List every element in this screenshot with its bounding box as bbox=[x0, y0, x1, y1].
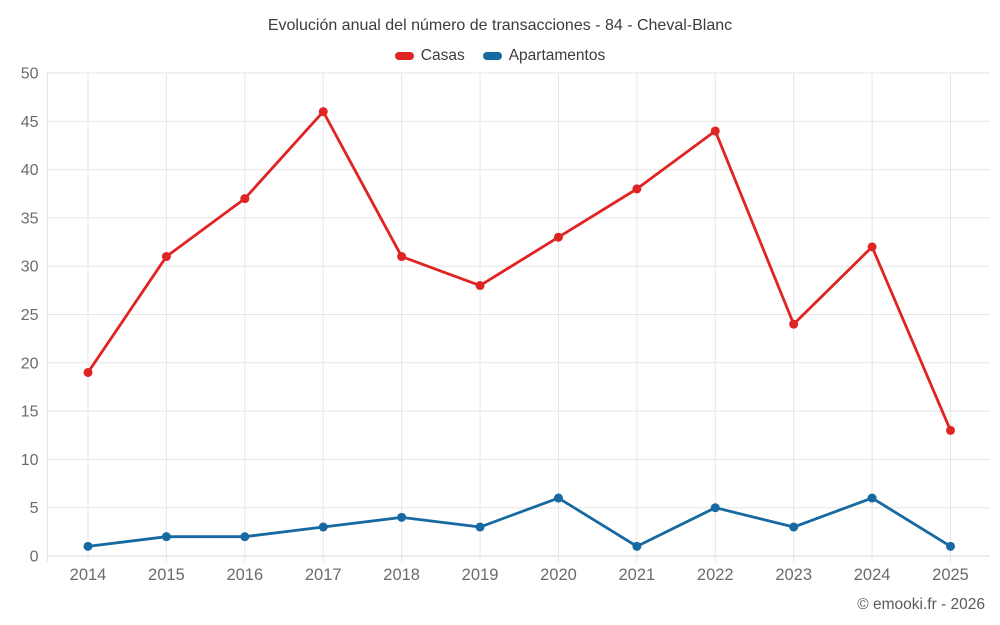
svg-text:50: 50 bbox=[21, 66, 39, 83]
data-point-casas-2022[interactable] bbox=[710, 126, 720, 136]
svg-text:25: 25 bbox=[21, 307, 39, 324]
svg-text:5: 5 bbox=[30, 500, 39, 517]
data-point-casas-2024[interactable] bbox=[867, 242, 877, 252]
chart-title: Evolución anual del número de transaccio… bbox=[267, 17, 733, 34]
data-point-apartamentos-2022[interactable] bbox=[710, 503, 720, 513]
chart-legend: Casas Apartamentos bbox=[0, 47, 1000, 65]
svg-text:30: 30 bbox=[21, 259, 39, 276]
x-axis-tick-labels: 2014 2015 2016 2017 2018 2019 2020 2021 2022 2023… bbox=[70, 566, 969, 584]
svg-text:2025: 2025 bbox=[932, 566, 969, 584]
data-point-apartamentos-2016[interactable] bbox=[240, 532, 250, 542]
svg-text:2015: 2015 bbox=[148, 566, 185, 584]
data-point-casas-2021[interactable] bbox=[632, 184, 642, 194]
svg-text:35: 35 bbox=[21, 210, 39, 227]
svg-text:2018: 2018 bbox=[383, 566, 420, 584]
data-point-casas-2016[interactable] bbox=[240, 194, 250, 204]
data-point-casas-2014[interactable] bbox=[83, 367, 93, 377]
data-point-apartamentos-2019[interactable] bbox=[475, 522, 485, 532]
legend-item-apartamentos[interactable]: Apartamentos bbox=[482, 47, 606, 65]
legend-item-casas[interactable]: Casas bbox=[394, 47, 465, 65]
series-line-apartamentos bbox=[86, 496, 952, 548]
data-point-apartamentos-2025[interactable] bbox=[946, 541, 955, 551]
series-casas bbox=[83, 107, 955, 435]
svg-text:2016: 2016 bbox=[226, 566, 263, 584]
data-point-apartamentos-2020[interactable] bbox=[553, 493, 563, 503]
svg-text:40: 40 bbox=[21, 162, 39, 179]
data-point-apartamentos-2023[interactable] bbox=[789, 522, 799, 532]
data-point-casas-2019[interactable] bbox=[475, 281, 485, 291]
svg-text:2014: 2014 bbox=[70, 566, 107, 584]
svg-text:2023: 2023 bbox=[775, 566, 812, 584]
data-point-apartamentos-2021[interactable] bbox=[632, 541, 642, 551]
data-point-casas-2018[interactable] bbox=[397, 252, 407, 262]
copyright-text: © emooki.fr - 2026 bbox=[857, 596, 985, 613]
svg-text:0: 0 bbox=[30, 549, 39, 566]
svg-text:2019: 2019 bbox=[462, 566, 499, 584]
data-point-casas-2025[interactable] bbox=[946, 425, 955, 435]
series-apartamentos bbox=[83, 493, 955, 551]
legend-label-casas: Casas bbox=[420, 47, 465, 64]
data-point-apartamentos-2015[interactable] bbox=[161, 532, 171, 542]
svg-text:2021: 2021 bbox=[619, 566, 656, 584]
svg-text:2020: 2020 bbox=[540, 566, 577, 584]
svg-text:10: 10 bbox=[21, 452, 39, 469]
y-axis-tick-labels: 0 5 10 15 20 25 30 35 40 45 50 bbox=[21, 66, 39, 566]
series-line-casas bbox=[86, 110, 952, 432]
legend-swatch-casas-icon bbox=[394, 52, 414, 60]
data-point-apartamentos-2024[interactable] bbox=[867, 493, 877, 503]
svg-text:15: 15 bbox=[21, 404, 39, 421]
data-point-casas-2017[interactable] bbox=[318, 107, 328, 117]
data-point-casas-2015[interactable] bbox=[161, 252, 171, 262]
data-point-casas-2020[interactable] bbox=[553, 232, 563, 242]
svg-text:2017: 2017 bbox=[305, 566, 342, 584]
svg-text:2022: 2022 bbox=[697, 566, 734, 584]
svg-text:45: 45 bbox=[21, 114, 39, 131]
svg-text:2024: 2024 bbox=[854, 566, 891, 584]
svg-text:20: 20 bbox=[21, 355, 39, 372]
data-point-apartamentos-2018[interactable] bbox=[397, 512, 407, 522]
legend-swatch-apartamentos-icon bbox=[482, 52, 502, 60]
legend-label-apartamentos: Apartamentos bbox=[508, 47, 606, 64]
data-point-casas-2023[interactable] bbox=[789, 319, 799, 329]
gridlines bbox=[47, 72, 990, 562]
data-point-apartamentos-2014[interactable] bbox=[83, 541, 93, 551]
data-point-apartamentos-2017[interactable] bbox=[318, 522, 328, 532]
